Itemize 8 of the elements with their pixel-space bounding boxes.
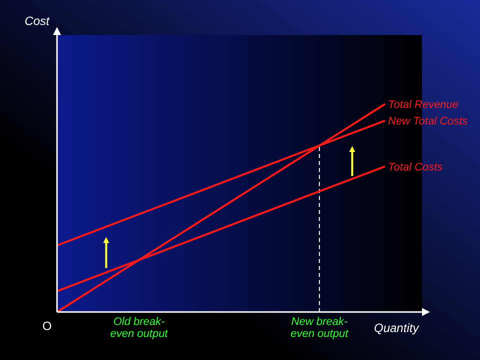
text: O xyxy=(42,319,52,333)
series-label: New Total Costs xyxy=(388,116,468,128)
x-axis-title: Quantity xyxy=(374,321,420,335)
x-tick-label: New break-even output xyxy=(290,316,350,340)
series-label: Total Costs xyxy=(388,161,444,174)
text: Cost xyxy=(24,14,50,28)
x-tick-label: Old break-even output xyxy=(110,316,169,340)
series-label: Total Revenue xyxy=(388,99,459,111)
